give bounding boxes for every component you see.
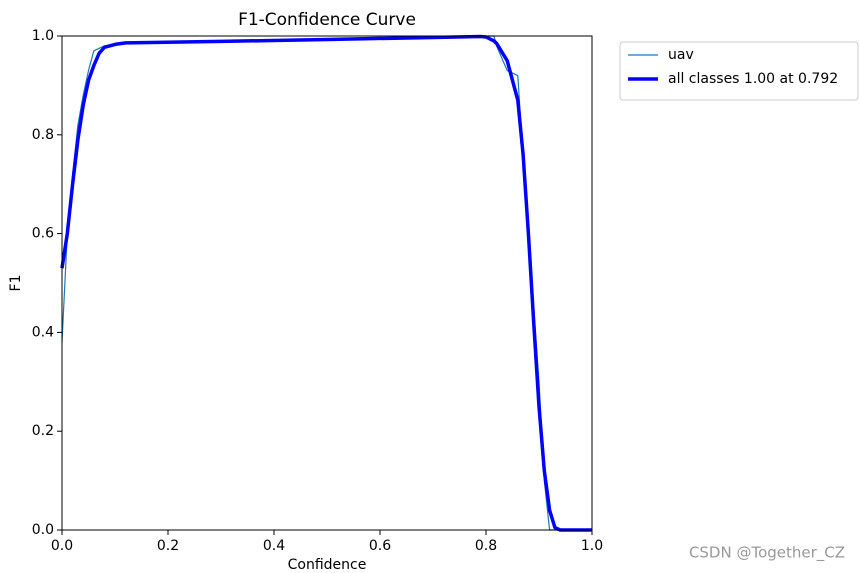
x-tick-label: 0.6 <box>369 538 391 554</box>
x-tick-label: 1.0 <box>581 538 603 554</box>
legend-label: uav <box>668 47 694 63</box>
series-line <box>61 35 592 531</box>
series-line <box>60 34 592 532</box>
x-tick-label: 0.0 <box>51 538 73 554</box>
chart-title: F1-Confidence Curve <box>238 10 416 30</box>
legend-label: all classes 1.00 at 0.792 <box>668 71 838 87</box>
y-tick-label: 1.0 <box>32 28 54 44</box>
x-axis-label: Confidence <box>288 557 367 573</box>
y-tick-label: 0.2 <box>32 423 54 439</box>
y-tick-label: 0.6 <box>32 226 54 242</box>
y-tick-label: 0.4 <box>32 324 54 340</box>
legend-box <box>619 41 859 101</box>
watermark: CSDN @Together_CZ <box>689 544 845 563</box>
x-tick-label: 0.8 <box>475 538 497 554</box>
x-tick-label: 0.2 <box>157 538 179 554</box>
y-tick-label: 0.0 <box>32 522 54 538</box>
y-axis-label: F1 <box>8 275 24 292</box>
plot-frame <box>61 35 593 531</box>
y-tick-label: 0.8 <box>32 127 54 143</box>
x-tick-label: 0.4 <box>263 538 285 554</box>
